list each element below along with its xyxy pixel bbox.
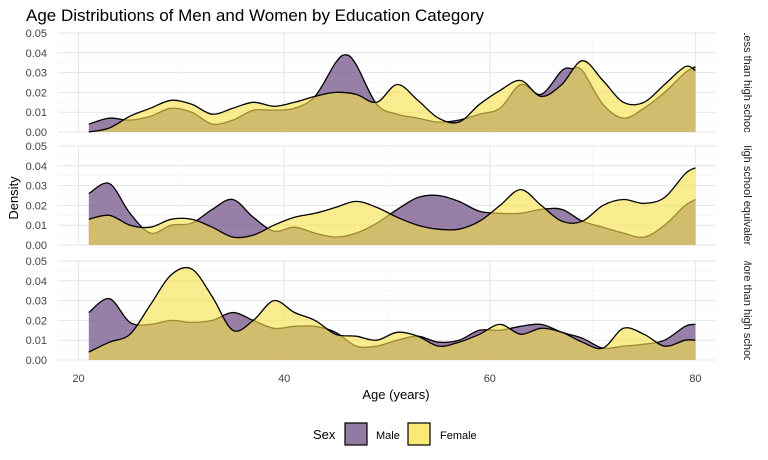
y-tick-label: 0.04 <box>26 276 47 288</box>
x-tick-label: 40 <box>278 373 290 385</box>
y-tick-label: 0.02 <box>26 315 47 327</box>
facet-strip-label: More than high school <box>741 256 753 364</box>
facet-panel: 0.00 0.01 0.02 0.03 0.04 0.05 Less than high s… <box>26 28 753 139</box>
x-tick-label: 80 <box>689 373 701 385</box>
facet-panel: 0.00 0.01 0.02 0.03 0.04 0.05 More than high s… <box>26 256 753 367</box>
female-density-area <box>88 60 696 132</box>
y-tick-label: 0.04 <box>26 48 47 60</box>
y-tick-label: 0.04 <box>26 161 47 173</box>
facet-strip-label: Less than high school <box>741 29 753 135</box>
facet-panel: 0.00 0.01 0.02 0.03 0.04 0.05 High school equi… <box>26 140 753 252</box>
female-density-line <box>88 167 696 239</box>
facet-panels: 0.00 0.01 0.02 0.03 0.04 0.05 Less than high s… <box>26 28 753 367</box>
legend-key-female <box>407 422 431 446</box>
y-tick-label: 0.00 <box>26 355 47 367</box>
facet-strip-label: High school equivalent <box>741 140 753 251</box>
y-tick-label: 0.02 <box>26 87 47 99</box>
legend-label-female: Female <box>440 430 477 442</box>
y-tick-label: 0.05 <box>26 141 47 153</box>
x-tick-label: 20 <box>72 373 84 385</box>
y-tick-label: 0.01 <box>26 107 47 119</box>
y-tick-label: 0.01 <box>26 220 47 232</box>
x-axis: 20 40 60 80 <box>72 373 701 385</box>
legend: Sex Male Female <box>313 422 477 446</box>
y-tick-label: 0.03 <box>26 68 47 80</box>
legend-title: Sex <box>313 427 336 442</box>
legend-key-male <box>344 422 368 446</box>
female-density-area <box>88 267 696 360</box>
y-tick-label: 0.03 <box>26 181 47 193</box>
x-tick-label: 60 <box>484 373 496 385</box>
y-tick-label: 0.05 <box>26 28 47 40</box>
female-density-line <box>88 266 696 353</box>
y-tick-label: 0.01 <box>26 335 47 347</box>
female-density-line <box>88 60 696 133</box>
y-axis-title: Density <box>6 176 21 220</box>
y-tick-label: 0.00 <box>26 240 47 252</box>
legend-label-male: Male <box>376 430 400 442</box>
y-tick-label: 0.03 <box>26 296 47 308</box>
x-axis-title: Age (years) <box>362 387 429 402</box>
y-tick-label: 0.05 <box>26 256 47 268</box>
chart-title: Age Distributions of Men and Women by Ed… <box>26 6 484 25</box>
female-density-area <box>88 167 696 245</box>
y-tick-label: 0.00 <box>26 127 47 139</box>
y-tick-label: 0.02 <box>26 200 47 212</box>
